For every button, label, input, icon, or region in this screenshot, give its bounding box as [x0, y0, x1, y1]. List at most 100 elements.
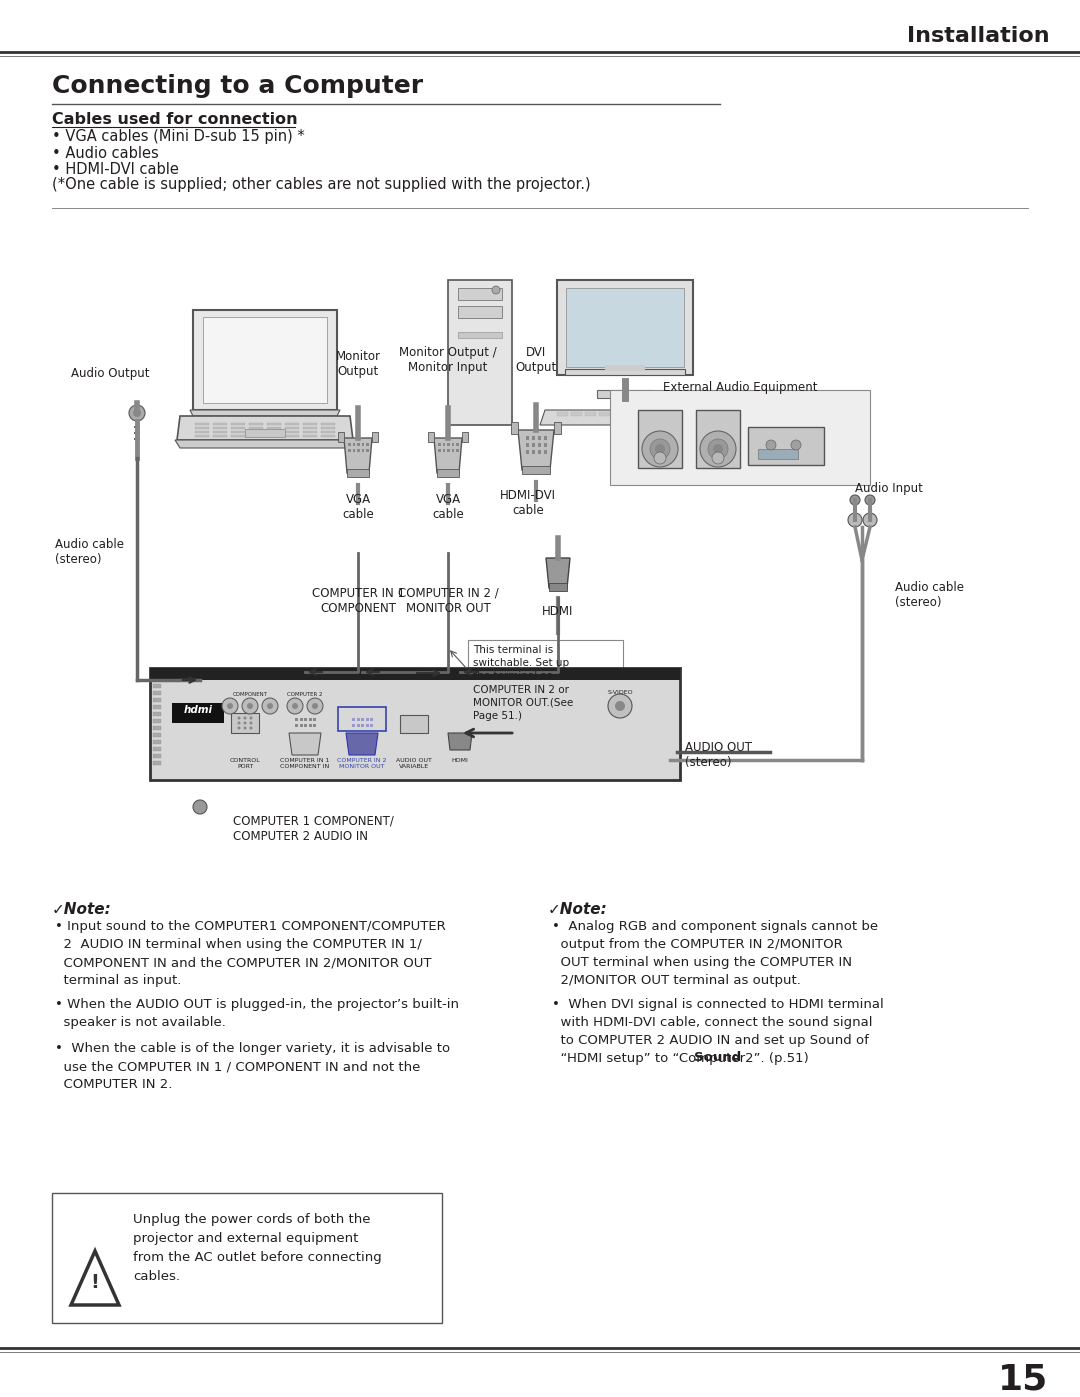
Bar: [696, 409, 740, 468]
Bar: [172, 703, 224, 724]
Bar: [231, 434, 245, 437]
Polygon shape: [190, 409, 340, 416]
Circle shape: [249, 721, 253, 725]
Circle shape: [222, 698, 238, 714]
Bar: [303, 434, 318, 437]
Circle shape: [663, 745, 677, 759]
Circle shape: [307, 698, 323, 714]
Bar: [627, 412, 638, 416]
Circle shape: [243, 726, 246, 729]
Text: COMPUTER 1 COMPONENT/
COMPUTER 2 AUDIO IN: COMPUTER 1 COMPONENT/ COMPUTER 2 AUDIO I…: [233, 814, 394, 842]
Circle shape: [766, 440, 777, 450]
Bar: [299, 718, 302, 721]
Bar: [267, 422, 281, 425]
Bar: [153, 712, 161, 717]
Bar: [231, 712, 259, 733]
Bar: [437, 469, 459, 476]
Circle shape: [615, 701, 625, 711]
Bar: [585, 412, 596, 416]
Text: Cables used for connection: Cables used for connection: [52, 113, 298, 127]
Circle shape: [267, 703, 273, 710]
Bar: [195, 422, 210, 425]
Text: Monitor Output /
Monitor Input: Monitor Output / Monitor Input: [400, 346, 497, 374]
Circle shape: [227, 703, 233, 710]
Bar: [356, 718, 360, 721]
Text: • Audio cables: • Audio cables: [52, 145, 159, 161]
Bar: [309, 718, 311, 721]
Text: Monitor
Output: Monitor Output: [336, 351, 380, 379]
Circle shape: [654, 453, 666, 464]
Circle shape: [292, 703, 298, 710]
Text: COMPUTER IN 1
COMPONENT IN: COMPUTER IN 1 COMPONENT IN: [281, 759, 329, 768]
Bar: [511, 422, 518, 434]
Text: Installation: Installation: [907, 27, 1050, 46]
Bar: [748, 427, 824, 465]
Text: •  When DVI signal is connected to HDMI terminal
  with HDMI-DVI cable, connect : • When DVI signal is connected to HDMI t…: [552, 997, 883, 1065]
Text: AUDIO OUT
(stereo): AUDIO OUT (stereo): [685, 740, 752, 768]
Bar: [352, 724, 355, 726]
Bar: [303, 430, 318, 433]
Text: • VGA cables (Mini D-sub 15 pin) *: • VGA cables (Mini D-sub 15 pin) *: [52, 130, 305, 144]
Bar: [195, 434, 210, 437]
Bar: [526, 450, 528, 454]
Bar: [557, 412, 568, 416]
Bar: [267, 426, 281, 429]
Text: VGA
cable: VGA cable: [432, 493, 464, 521]
Circle shape: [249, 717, 253, 719]
Bar: [213, 430, 227, 433]
Circle shape: [312, 703, 318, 710]
Text: This terminal is
switchable. Set up
the terminal as
COMPUTER IN 2 or
MONITOR OUT: This terminal is switchable. Set up the …: [473, 645, 573, 721]
Bar: [554, 422, 561, 434]
Bar: [321, 426, 335, 429]
Text: HDMI: HDMI: [542, 605, 573, 617]
Bar: [295, 724, 298, 726]
Text: ✓Note:: ✓Note:: [52, 902, 111, 916]
Text: Audio Output: Audio Output: [71, 367, 149, 380]
Bar: [245, 429, 285, 437]
Text: ✓Note:: ✓Note:: [548, 902, 608, 916]
Bar: [153, 705, 161, 710]
Bar: [458, 288, 502, 300]
Bar: [538, 443, 540, 447]
Polygon shape: [345, 439, 372, 474]
Bar: [267, 430, 281, 433]
Bar: [134, 432, 140, 434]
Bar: [365, 724, 368, 726]
Bar: [605, 365, 645, 370]
Bar: [309, 724, 311, 726]
Bar: [565, 369, 685, 374]
Bar: [654, 412, 666, 416]
Bar: [303, 422, 318, 425]
Text: COMPUTER IN 1
COMPONENT: COMPUTER IN 1 COMPONENT: [311, 587, 405, 615]
Text: Unplug the power cords of both the
projector and external equipment
from the AC : Unplug the power cords of both the proje…: [133, 1213, 381, 1282]
Polygon shape: [448, 279, 512, 425]
Bar: [213, 422, 227, 425]
Bar: [458, 306, 502, 319]
Text: COMPUTER IN 2 /
MONITOR OUT: COMPUTER IN 2 / MONITOR OUT: [397, 587, 498, 615]
Bar: [153, 754, 161, 759]
Circle shape: [848, 513, 862, 527]
Circle shape: [193, 800, 207, 814]
Bar: [195, 426, 210, 429]
Circle shape: [708, 439, 728, 460]
Bar: [462, 432, 468, 441]
Text: CONTROL
PORT: CONTROL PORT: [230, 759, 260, 768]
Circle shape: [791, 440, 801, 450]
Bar: [153, 719, 161, 724]
Bar: [321, 422, 335, 425]
Bar: [356, 724, 360, 726]
Bar: [153, 740, 161, 745]
Bar: [526, 443, 528, 447]
Polygon shape: [71, 1250, 119, 1305]
Bar: [249, 434, 264, 437]
Circle shape: [238, 726, 241, 729]
Bar: [213, 426, 227, 429]
Circle shape: [247, 703, 253, 710]
Text: Sound: Sound: [694, 1051, 741, 1065]
Polygon shape: [434, 439, 462, 474]
Circle shape: [133, 409, 141, 416]
Bar: [366, 448, 368, 453]
Bar: [362, 443, 364, 446]
Bar: [549, 583, 567, 591]
Text: 15: 15: [998, 1363, 1048, 1397]
